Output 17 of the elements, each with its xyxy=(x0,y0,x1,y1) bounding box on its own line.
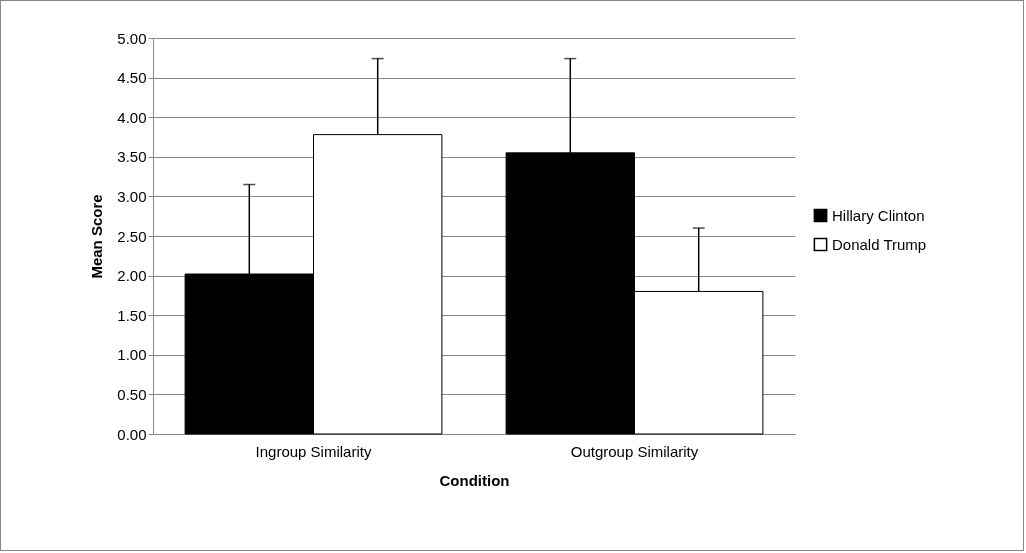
y-tick-label: 1.50 xyxy=(117,306,147,324)
x-tick-label: Ingroup Similarity xyxy=(255,442,372,460)
y-tick-label: 1.00 xyxy=(117,346,147,364)
y-tick-label: 0.50 xyxy=(117,385,147,403)
legend-label: Hillary Clinton xyxy=(832,206,925,224)
y-tick-label: 3.50 xyxy=(117,148,147,166)
y-tick-label: 3.00 xyxy=(117,187,147,205)
y-tick-label: 0.00 xyxy=(117,425,147,443)
legend-label: Donald Trump xyxy=(832,235,927,253)
y-axis-title: Mean Score xyxy=(88,194,106,279)
x-tick-label: Outgroup Similarity xyxy=(570,442,699,460)
y-tick-label: 5.00 xyxy=(117,29,147,47)
y-tick-label: 2.00 xyxy=(117,267,147,285)
y-tick-label: 4.50 xyxy=(117,69,147,87)
y-tick-label: 4.00 xyxy=(117,108,147,126)
y-tick-label: 2.50 xyxy=(117,227,147,245)
x-axis-title: Condition xyxy=(439,471,510,489)
